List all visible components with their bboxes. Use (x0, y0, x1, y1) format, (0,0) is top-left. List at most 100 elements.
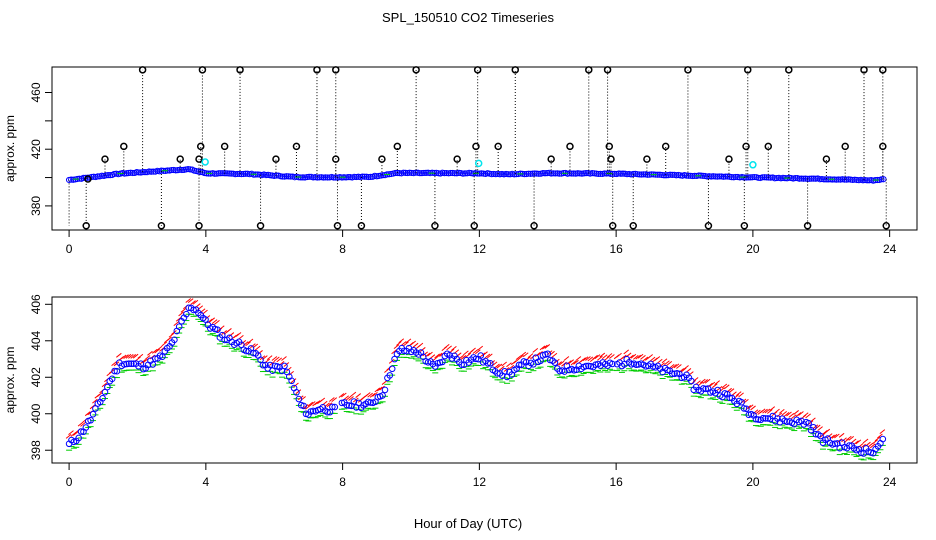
spike-point (431, 221, 439, 230)
data-point-red (70, 432, 77, 437)
data-point-red (793, 410, 799, 415)
data-point (172, 167, 179, 174)
data-point-blue (77, 428, 85, 435)
spike-point (494, 142, 502, 151)
data-point-red (534, 352, 541, 357)
data-point-red (446, 345, 452, 351)
data-point-red (795, 412, 802, 417)
data-point-red (132, 353, 139, 359)
data-point (843, 176, 850, 183)
data-point (236, 170, 243, 178)
data-point-red (764, 408, 771, 414)
data-point-blue (300, 402, 307, 410)
data-point (443, 169, 450, 177)
data-point (273, 172, 280, 179)
data-point-red (307, 401, 314, 407)
data-point-red (393, 344, 400, 350)
spike-point (120, 142, 128, 151)
data-point (279, 173, 286, 180)
data-point-red (65, 434, 72, 439)
spike-point (607, 155, 615, 163)
data-point (636, 171, 643, 178)
data-point-blue (879, 435, 887, 443)
plot-frame (51, 66, 918, 231)
spike-point (332, 155, 340, 163)
data-point (150, 168, 157, 175)
data-point-blue (805, 419, 812, 427)
data-point-red (314, 400, 321, 406)
data-point-red (700, 378, 706, 384)
data-point-red (623, 349, 630, 355)
data-point (759, 174, 766, 181)
spike-point (393, 142, 402, 151)
data-point-red (309, 401, 316, 406)
data-point-blue (111, 367, 118, 375)
x-tick-label: 16 (609, 242, 623, 256)
x-axis-label: Hour of Day (UTC) (414, 516, 522, 531)
data-point-red (211, 319, 218, 325)
data-point (221, 170, 229, 177)
data-point (574, 170, 581, 177)
data-point-red (738, 392, 744, 398)
data-point-red (597, 355, 603, 361)
data-point-blue (82, 424, 90, 431)
data-point (644, 171, 651, 178)
spike-point (547, 155, 555, 163)
data-point-red (498, 365, 505, 371)
data-point (107, 172, 114, 179)
data-point (361, 173, 368, 180)
data-point-red (637, 353, 644, 359)
data-point (570, 170, 577, 177)
data-point (667, 171, 674, 178)
data-point-red (704, 378, 711, 384)
data-point-red (273, 356, 280, 362)
spike-point (803, 221, 812, 230)
data-point-blue (544, 350, 552, 358)
data-point (710, 173, 717, 180)
data-point (283, 173, 290, 180)
data-point (660, 172, 668, 179)
spike-point (333, 221, 342, 230)
spike-point (566, 142, 574, 151)
x-tick-label: 16 (609, 475, 623, 489)
data-point-red (185, 298, 192, 303)
data-point (529, 170, 536, 177)
data-point-red (834, 433, 840, 439)
spike-point (822, 155, 831, 163)
data-point-red (178, 311, 184, 317)
data-point-red (281, 356, 287, 361)
data-point-blue (477, 352, 485, 359)
data-point-red (565, 360, 572, 366)
data-point-red (642, 356, 649, 362)
y-axis-label: approx. ppm (3, 115, 17, 182)
data-point (330, 174, 337, 181)
data-point (859, 177, 867, 184)
data-point-blue (99, 394, 106, 402)
data-point (685, 172, 692, 179)
data-point (580, 170, 588, 177)
data-point-red (391, 349, 397, 355)
data-point (447, 169, 454, 177)
data-point-red (369, 393, 376, 398)
data-point-blue (295, 395, 303, 403)
data-point-red (116, 352, 122, 358)
x-tick-label: 8 (339, 242, 346, 256)
data-point-blue (439, 358, 446, 366)
data-point (400, 169, 407, 176)
data-point-red (367, 392, 373, 398)
data-point-red (539, 345, 546, 351)
data-point (402, 169, 409, 177)
data-point-red (841, 437, 847, 443)
data-point-blue (242, 347, 250, 355)
data-point-red (417, 342, 424, 348)
data-point-red (621, 354, 627, 360)
data-point-blue (668, 370, 676, 378)
data-point-blue (700, 385, 707, 392)
data-point-red (77, 421, 84, 427)
spike-point (138, 66, 147, 74)
data-point (820, 176, 828, 183)
data-point (455, 169, 462, 177)
y-tick-label: 460 (29, 82, 43, 102)
data-point-red (254, 345, 261, 351)
data-point-red (419, 347, 426, 352)
